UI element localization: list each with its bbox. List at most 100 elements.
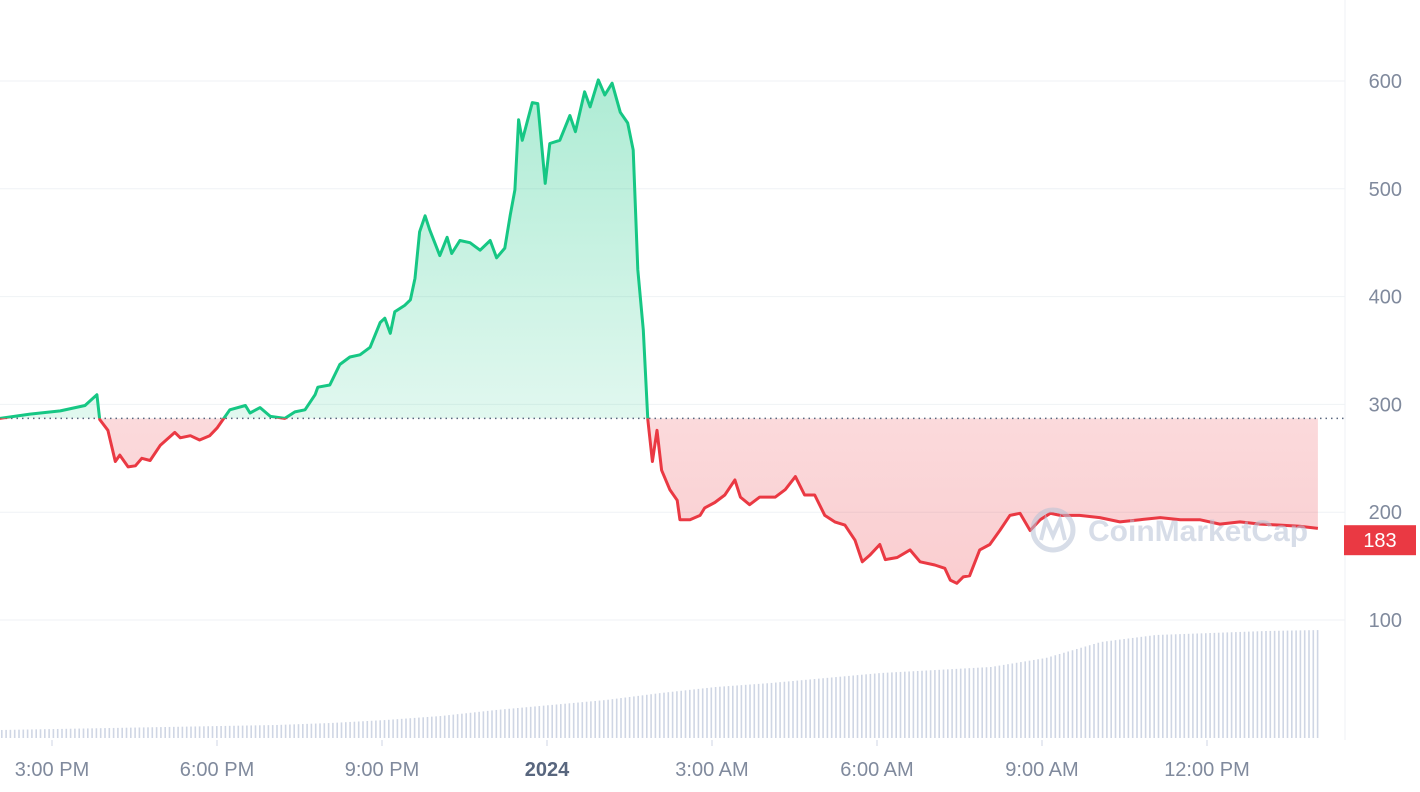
volume-bar	[482, 711, 485, 738]
x-tick-label: 6:00 AM	[840, 759, 913, 781]
volume-bar	[26, 729, 29, 738]
grid-lines	[0, 80, 1345, 621]
volume-bar	[332, 722, 334, 738]
volume-bar	[878, 673, 880, 738]
volume-bar	[1037, 659, 1039, 738]
y-tick-label: 200	[1369, 502, 1402, 524]
x-tick-label: 12:00 PM	[1164, 759, 1250, 781]
volume-bar	[861, 674, 863, 738]
volume-bar	[1278, 630, 1280, 738]
volume-bar	[641, 695, 644, 738]
volume-bar	[147, 727, 149, 738]
volume-bar	[1256, 631, 1259, 738]
volume-bar	[211, 726, 214, 738]
volume-bar	[1041, 658, 1044, 738]
volume-bar	[314, 723, 317, 738]
volume-bar	[1162, 634, 1164, 738]
volume-bar	[1067, 651, 1069, 738]
volume-bar	[1248, 631, 1250, 738]
volume-bar	[138, 727, 141, 738]
volume-bar	[912, 671, 915, 738]
volume-bar	[280, 724, 283, 738]
volume-bar	[736, 685, 738, 738]
volume-bar	[1252, 631, 1254, 738]
volume-bar	[693, 689, 695, 738]
current-price-tag: 183	[1344, 525, 1416, 556]
volume-bar	[263, 725, 265, 738]
volume-bar	[594, 700, 596, 738]
volume-bar	[762, 683, 764, 738]
volume-bar	[181, 726, 184, 738]
x-tick-label: 6:00 PM	[180, 759, 254, 781]
volume-bar	[69, 728, 72, 738]
volume-bar	[112, 727, 115, 738]
volume-bar	[1080, 647, 1082, 738]
volume-bar	[48, 729, 50, 738]
volume-bar	[714, 687, 717, 738]
volume-bar	[779, 682, 781, 738]
volume-bar	[1217, 632, 1220, 738]
volume-bar	[1058, 653, 1061, 738]
volume-bar	[1101, 641, 1104, 738]
volume-bar	[431, 716, 433, 738]
volume-bar	[400, 718, 403, 738]
volume-bar	[727, 686, 730, 738]
volume-bar	[517, 708, 519, 738]
volume-bar	[929, 670, 932, 738]
volume-bar	[448, 715, 450, 738]
volume-bar	[61, 728, 63, 738]
volume-bar	[723, 686, 725, 738]
volume-bar	[542, 705, 545, 738]
volume-bar	[302, 724, 304, 738]
volume-bar	[478, 711, 480, 738]
volume-bar	[271, 725, 274, 738]
volume-bar	[611, 699, 614, 738]
volume-bar	[508, 708, 510, 738]
volume-bar	[224, 725, 227, 738]
volume-bar	[585, 701, 588, 738]
volume-bar	[934, 670, 936, 738]
volume-bar	[1093, 643, 1095, 738]
volume-bar	[848, 675, 850, 738]
volume-bar	[1265, 630, 1267, 738]
volume-bar	[409, 718, 412, 738]
volume-bar	[405, 718, 407, 738]
volume-bar	[1097, 642, 1100, 738]
volume-bar	[491, 710, 493, 738]
volume-bar	[254, 725, 257, 738]
volume-bar	[1303, 630, 1306, 738]
volume-bar	[1050, 656, 1052, 738]
volume-bar	[1076, 648, 1078, 738]
volume-bar	[710, 687, 713, 738]
volume-bar	[757, 683, 760, 738]
volume-bar	[104, 728, 106, 738]
volume-bar	[452, 714, 455, 738]
volume-bar	[985, 667, 988, 738]
volume-bar	[826, 677, 829, 738]
volume-bar	[422, 717, 424, 738]
volume-bar	[1033, 659, 1035, 738]
volume-bar	[744, 684, 747, 738]
volume-bar	[938, 669, 940, 738]
volume-bar	[615, 698, 618, 738]
volume-bar	[142, 727, 145, 738]
volume-bar	[246, 725, 248, 738]
volume-bar	[719, 686, 721, 738]
volume-bar	[990, 667, 992, 738]
volume-bar	[259, 725, 261, 738]
volume-bar	[998, 665, 1001, 738]
volume-bar	[418, 717, 420, 738]
volume-bar	[521, 707, 523, 738]
volume-bar	[349, 721, 351, 738]
volume-bar	[1153, 635, 1155, 738]
volume-bar	[1226, 632, 1229, 738]
volume-bar	[968, 668, 971, 738]
x-tick-label: 9:00 AM	[1005, 759, 1078, 781]
x-tick-label: 2024	[525, 759, 570, 781]
volume-bar	[164, 727, 166, 738]
volume-bar	[1028, 660, 1031, 738]
volume-bar	[198, 726, 201, 738]
volume-bar	[1071, 650, 1074, 738]
volume-bar	[663, 692, 665, 738]
price-line-down	[0, 418, 1319, 585]
